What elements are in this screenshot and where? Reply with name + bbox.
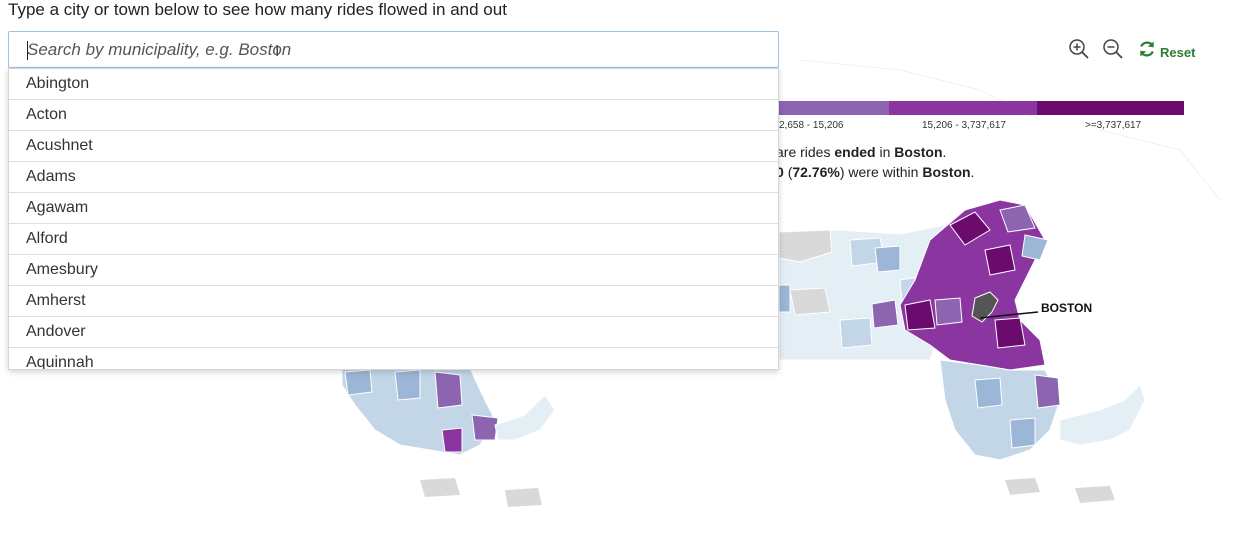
dropdown-item-amesbury[interactable]: Amesbury xyxy=(9,255,778,286)
town-c4-2 xyxy=(999,204,1036,233)
boston-region[interactable] xyxy=(971,291,999,323)
dropdown-item-amherst[interactable]: Amherst xyxy=(9,286,778,317)
town-c4-3 xyxy=(934,297,963,326)
town-c6-1 xyxy=(949,211,991,246)
left-town-c3-1 xyxy=(344,369,373,396)
legend-segment-1 xyxy=(778,101,889,115)
legend-label-3: >=3,737,617 xyxy=(1085,120,1142,131)
gray-town-2 xyxy=(789,287,831,316)
legend-segment-3 xyxy=(1037,101,1184,115)
left-cape xyxy=(494,394,556,441)
map-controls: Reset xyxy=(1067,37,1195,61)
municipality-search-box[interactable]: I xyxy=(8,31,779,68)
southeast-region xyxy=(939,359,1061,461)
text-caret xyxy=(27,41,28,60)
dropdown-item-acton[interactable]: Acton xyxy=(9,100,778,131)
left-town-c4-2 xyxy=(471,414,499,441)
state-map-right: BOSTON xyxy=(778,199,1146,503)
state-map-left xyxy=(341,367,556,507)
town-c3-3 xyxy=(1021,234,1049,261)
municipality-search-input[interactable] xyxy=(9,32,778,67)
dropdown-item-agawam[interactable]: Agawam xyxy=(9,193,778,224)
island-1 xyxy=(1005,478,1040,495)
left-island-2 xyxy=(505,488,542,507)
town-c6-3 xyxy=(994,317,1026,349)
dropdown-item-acushnet[interactable]: Acushnet xyxy=(9,131,778,162)
boston-callout-line xyxy=(979,311,1039,319)
town-c4-4 xyxy=(1034,374,1061,409)
left-town-c4-1 xyxy=(434,371,463,409)
dropdown-item-alford[interactable]: Alford xyxy=(9,224,778,255)
legend-label-1: 2,658 - 15,206 xyxy=(779,120,844,131)
town-c3-1 xyxy=(874,245,901,273)
zoom-out-icon[interactable] xyxy=(1101,37,1125,61)
town-c2-3 xyxy=(839,317,873,349)
legend-label-2: 15,206 - 3,737,617 xyxy=(922,120,1006,131)
town-c3-4 xyxy=(974,377,1003,409)
i-beam-cursor-icon: I xyxy=(275,42,280,60)
town-c6-4 xyxy=(904,299,936,331)
dropdown-item-abington[interactable]: Abington xyxy=(9,69,778,100)
cape-cod xyxy=(1059,384,1146,446)
town-c4-1 xyxy=(871,299,899,329)
legend-segment-2 xyxy=(889,101,1037,115)
dropdown-item-aquinnah[interactable]: Aquinnah xyxy=(9,348,778,369)
reset-button[interactable]: Reset xyxy=(1137,39,1195,60)
refresh-icon xyxy=(1140,41,1154,57)
municipality-dropdown[interactable]: Abington Acton Acushnet Adams Agawam Alf… xyxy=(8,68,779,370)
instruction-text: Type a city or town below to see how man… xyxy=(8,0,507,19)
summary-line-1: are rides ended in Boston. xyxy=(776,144,947,160)
left-town-c5-1 xyxy=(441,427,463,453)
boston-map-label: BOSTON xyxy=(1041,301,1092,315)
left-town-c3-2 xyxy=(394,369,421,401)
summary-line-2: 0 (72.76%) were within Boston. xyxy=(776,164,975,180)
town-c6-2 xyxy=(984,244,1016,276)
legend-bar xyxy=(778,101,1184,115)
zoom-in-icon[interactable] xyxy=(1067,37,1091,61)
dropdown-item-andover[interactable]: Andover xyxy=(9,317,778,348)
gray-town-1 xyxy=(778,229,833,263)
town-c3-2 xyxy=(778,284,791,313)
reset-label: Reset xyxy=(1160,44,1196,60)
dropdown-item-adams[interactable]: Adams xyxy=(9,162,778,193)
town-c3-5 xyxy=(1009,417,1036,449)
island-2 xyxy=(1075,486,1115,503)
left-island-1 xyxy=(420,478,460,497)
